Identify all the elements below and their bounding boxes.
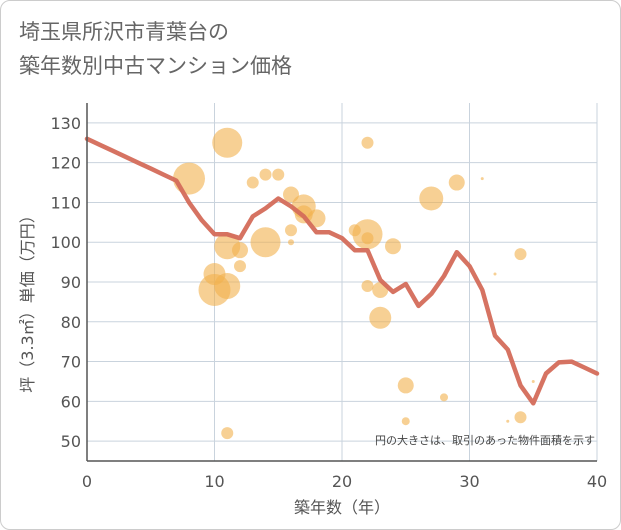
bubble-14 [285,224,297,237]
chart-title-line-1: 埼玉県所沢市青葉台の [19,20,229,44]
bubble-36 [514,411,527,424]
axes-layer [86,103,597,462]
bubble-size-note: 円の大きさは、取引のあった物件面積を示す [375,433,595,447]
bubble-8 [221,427,234,440]
chart-title: 埼玉県所沢市青葉台の 築年数別中古マンション価格 [19,15,292,83]
y-tick-label-7: 120 [50,154,81,173]
y-axis-label: 坪（3.3㎡）単価（万円） [18,207,37,392]
bubble-15 [288,239,294,246]
bubble-22 [361,136,374,149]
x-tick-label-0: 0 [82,472,92,491]
bubble-0 [173,162,205,195]
bubble-5 [214,272,241,299]
bubble-9 [246,176,259,189]
y-tick-label-5: 100 [50,233,81,252]
bubble-35 [514,248,527,261]
chart-title-line-2: 築年数別中古マンション価格 [19,54,292,78]
y-tick-label-0: 50 [61,432,81,451]
bubble-26 [385,238,401,255]
tick-labels-layer: 0 10 20 30 40 50 60 70 80 90 100 110 120 130 [50,114,607,491]
bubble-21 [361,232,374,245]
bubble-10 [259,168,272,181]
bubble-28 [401,417,410,426]
bubble-32 [480,177,484,181]
y-tick-label-6: 110 [50,193,81,212]
bubble-23 [361,279,374,292]
trend-line-layer [84,136,600,406]
y-tick-label-4: 90 [61,273,81,292]
bubble-30 [440,393,448,402]
bubble-12 [250,227,281,258]
y-tick-label-8: 130 [50,114,81,133]
average-price-line [84,136,600,406]
bubble-7 [234,260,246,273]
x-axis-label: 築年数（年） [294,498,390,517]
bubble-6 [232,242,248,259]
bubble-1 [212,127,243,158]
bubble-25 [369,306,392,329]
x-tick-label-3: 30 [459,472,479,491]
y-tick-label-3: 80 [61,313,81,332]
bubble-37 [531,379,535,383]
bubble-33 [493,272,497,276]
x-tick-label-4: 40 [587,472,607,491]
bubble-11 [272,168,285,181]
x-tick-label-2: 20 [332,472,352,491]
bubble-31 [448,174,465,191]
bubbles-layer [173,127,535,440]
y-tick-label-1: 60 [61,392,81,411]
y-tick-label-2: 70 [61,353,81,372]
grid-lines [86,103,598,461]
bubble-34 [506,419,510,423]
bubble-18 [307,209,326,228]
bubble-29 [419,186,444,211]
bubble-27 [397,377,414,394]
x-tick-label-1: 10 [204,472,224,491]
